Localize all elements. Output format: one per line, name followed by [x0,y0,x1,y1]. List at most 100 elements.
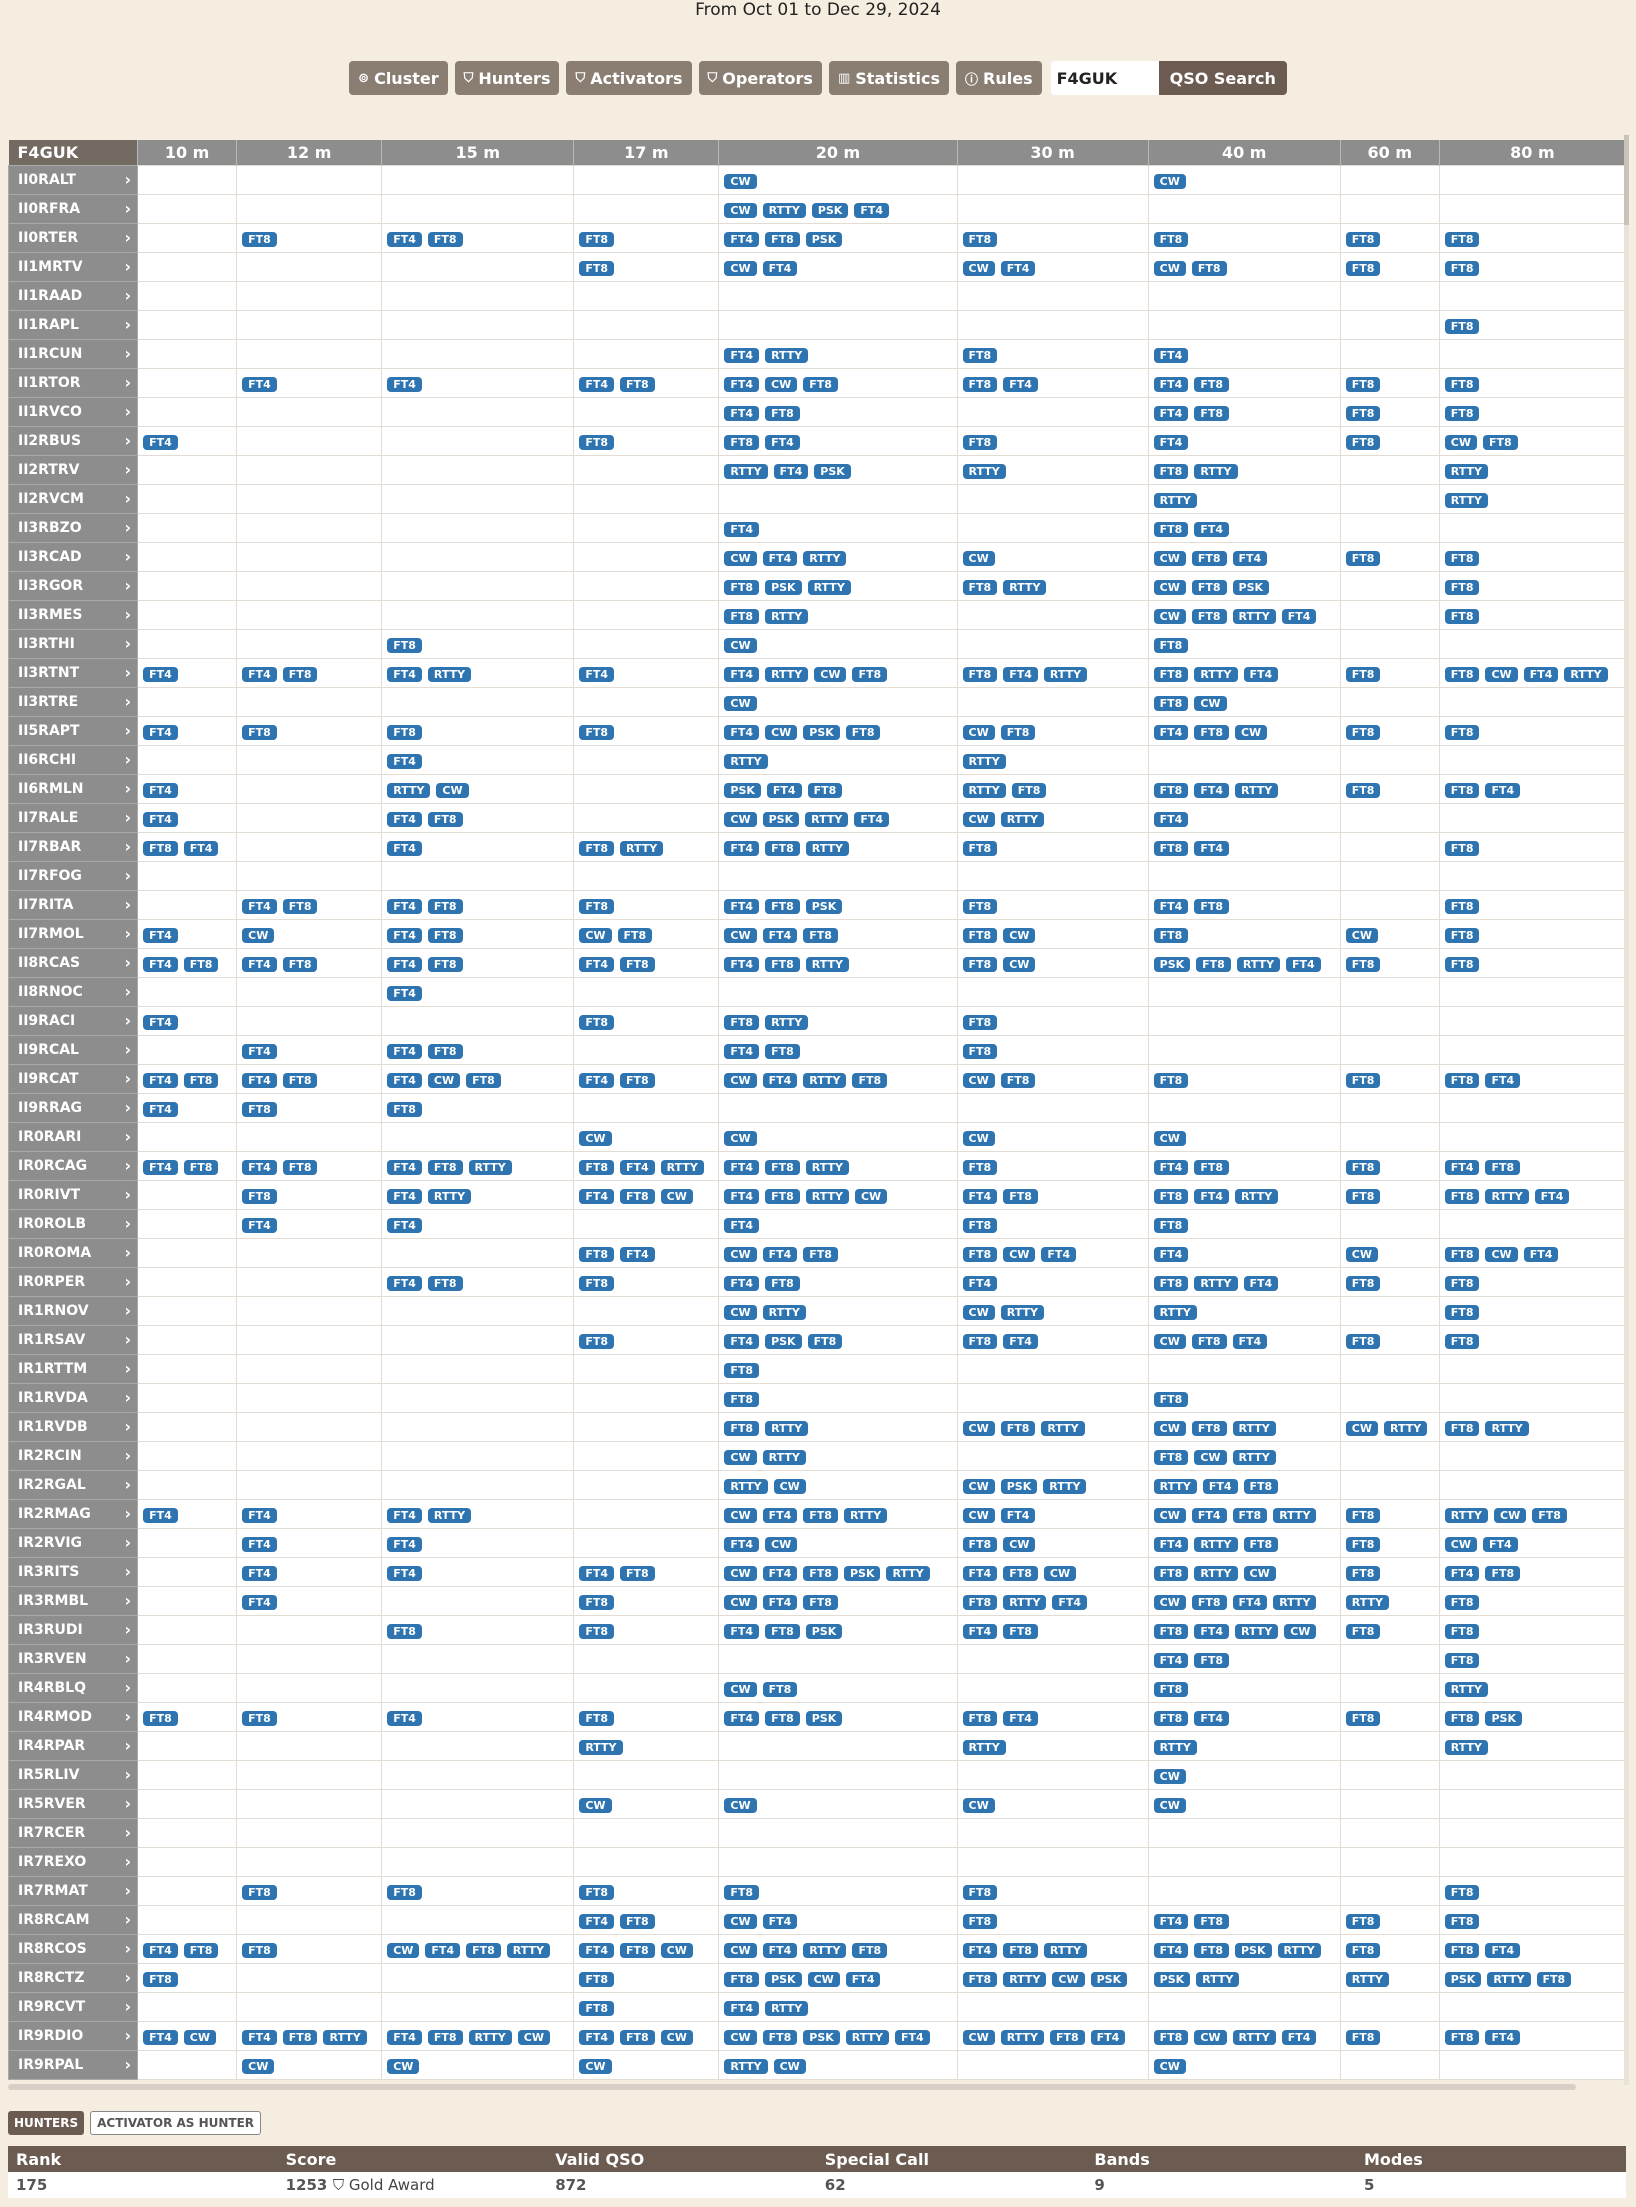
mode-badge[interactable]: CW [1003,1536,1036,1552]
mode-badge[interactable]: CW [387,2058,420,2074]
mode-badge[interactable]: FT8 [143,1971,178,1987]
mode-badge[interactable]: FT4 [765,434,800,450]
mode-badge[interactable]: FT8 [282,1072,318,1088]
mode-badge[interactable]: RTTY [805,1188,849,1204]
mode-badge[interactable]: FT4 [579,1072,614,1088]
horizontal-scrollbar[interactable] [8,2084,1576,2090]
mode-badge[interactable]: FT4 [724,2000,760,2016]
mode-badge[interactable]: FT8 [617,927,653,943]
mode-badge[interactable]: CW [724,2029,757,2045]
mode-badge[interactable]: FT4 [242,1507,277,1523]
chevron-right-icon[interactable]: › [124,663,132,682]
mode-badge[interactable]: FT4 [387,1072,422,1088]
chevron-right-icon[interactable]: › [124,1678,132,1697]
chevron-right-icon[interactable]: › [124,431,132,450]
chevron-right-icon[interactable]: › [124,779,132,798]
mode-badge[interactable]: RTTY [1194,1565,1238,1581]
mode-badge[interactable]: FT4 [579,1942,614,1958]
tab-activator-as-hunter[interactable]: ACTIVATOR AS HUNTER [90,2111,262,2135]
chevron-right-icon[interactable]: › [124,1881,132,1900]
chevron-right-icon[interactable]: › [124,1765,132,1784]
mode-badge[interactable]: CW [765,724,798,740]
mode-badge[interactable]: CW [242,927,275,943]
mode-badge[interactable]: FT8 [1153,1681,1189,1697]
mode-badge[interactable]: FT8 [282,956,318,972]
mode-badge[interactable]: FT4 [724,405,760,421]
mode-badge[interactable]: FT8 [803,1594,838,1610]
mode-badge[interactable]: FT8 [807,1333,843,1349]
mode-badge[interactable]: RTTY [1000,1304,1044,1320]
mode-badge[interactable]: FT8 [1444,231,1480,247]
mode-badge[interactable]: PSK [843,1565,881,1581]
special-call-cell[interactable]: II7RBAR › [8,832,139,862]
mode-badge[interactable]: FT4 [387,753,422,769]
mode-badge[interactable]: PSK [1444,1971,1482,1987]
special-call-cell[interactable]: IR5RVER › [8,1789,139,1819]
mode-badge[interactable]: FT8 [962,1536,998,1552]
mode-badge[interactable]: FT4 [242,1159,277,1175]
mode-badge[interactable]: RTTY [1043,666,1088,682]
mode-badge[interactable]: CW [962,2029,995,2045]
mode-badge[interactable]: CW [1153,1420,1186,1436]
mode-badge[interactable]: FT8 [803,1507,838,1523]
mode-badge[interactable]: FT4 [1485,1942,1521,1958]
mode-badge[interactable]: CW [660,1188,693,1204]
mode-badge[interactable]: PSK [1234,1942,1272,1958]
mode-badge[interactable]: CW [724,1942,757,1958]
mode-badge[interactable]: FT8 [579,1014,614,1030]
mode-badge[interactable]: FT4 [1444,1159,1480,1175]
chevron-right-icon[interactable]: › [124,953,132,972]
mode-badge[interactable]: FT8 [1444,666,1480,682]
mode-badge[interactable]: RTTY [805,956,849,972]
mode-badge[interactable]: FT8 [765,1188,800,1204]
mode-badge[interactable]: FT4 [1153,376,1189,392]
mode-badge[interactable]: RTTY [1194,1275,1238,1291]
mode-badge[interactable]: CW [579,927,612,943]
mode-badge[interactable]: CW [1485,1246,1518,1262]
mode-badge[interactable]: FT8 [579,898,614,914]
mode-badge[interactable]: FT4 [143,2029,178,2045]
special-call-cell[interactable]: IR0RIVT › [8,1180,139,1210]
mode-badge[interactable]: FT4 [1153,1913,1189,1929]
mode-badge[interactable]: FT8 [1345,1913,1381,1929]
mode-badge[interactable]: FT8 [1444,1594,1480,1610]
mode-badge[interactable]: FT4 [724,1159,760,1175]
mode-badge[interactable]: FT8 [803,1565,838,1581]
special-call-cell[interactable]: IR1RTTM › [8,1354,139,1384]
mode-badge[interactable]: CW [962,1478,995,1494]
mode-badge[interactable]: FT4 [762,1913,798,1929]
mode-badge[interactable]: FT4 [143,927,178,943]
special-call-cell[interactable]: IR4RBLQ › [8,1673,139,1703]
mode-badge[interactable]: PSK [762,811,800,827]
mode-badge[interactable]: FT4 [1281,2029,1317,2045]
mode-badge[interactable]: FT4 [1153,1159,1189,1175]
mode-badge[interactable]: CW [724,202,757,218]
mode-badge[interactable]: FT4 [724,898,760,914]
mode-badge[interactable]: FT8 [1444,927,1480,943]
mode-badge[interactable]: CW [962,260,995,276]
mode-badge[interactable]: FT4 [1523,666,1559,682]
chevron-right-icon[interactable]: › [124,460,132,479]
mode-badge[interactable]: FT8 [1191,1420,1227,1436]
callsign-search-input[interactable] [1050,61,1159,95]
mode-badge[interactable]: FT4 [724,1043,760,1059]
mode-badge[interactable]: FT8 [1444,608,1480,624]
mode-badge[interactable]: FT8 [619,2029,655,2045]
mode-badge[interactable]: FT8 [1444,1420,1480,1436]
mode-badge[interactable]: FT8 [1444,318,1480,334]
chevron-right-icon[interactable]: › [124,2026,132,2045]
mode-badge[interactable]: FT4 [1000,1507,1036,1523]
mode-badge[interactable]: RTTY [765,608,809,624]
mode-badge[interactable]: CW [1444,434,1478,450]
mode-badge[interactable]: FT4 [242,2029,277,2045]
mode-badge[interactable]: FT8 [1003,1942,1038,1958]
mode-badge[interactable]: FT8 [1153,1391,1189,1407]
mode-badge[interactable]: FT4 [387,666,422,682]
mode-badge[interactable]: FT4 [1153,1942,1189,1958]
statistics-button[interactable]: ▥ Statistics [828,61,949,95]
mode-badge[interactable]: FT4 [387,1159,422,1175]
mode-badge[interactable]: CW [962,550,995,566]
mode-badge[interactable]: RTTY [468,2029,512,2045]
mode-badge[interactable]: FT4 [1243,666,1279,682]
mode-badge[interactable]: FT8 [1345,956,1381,972]
